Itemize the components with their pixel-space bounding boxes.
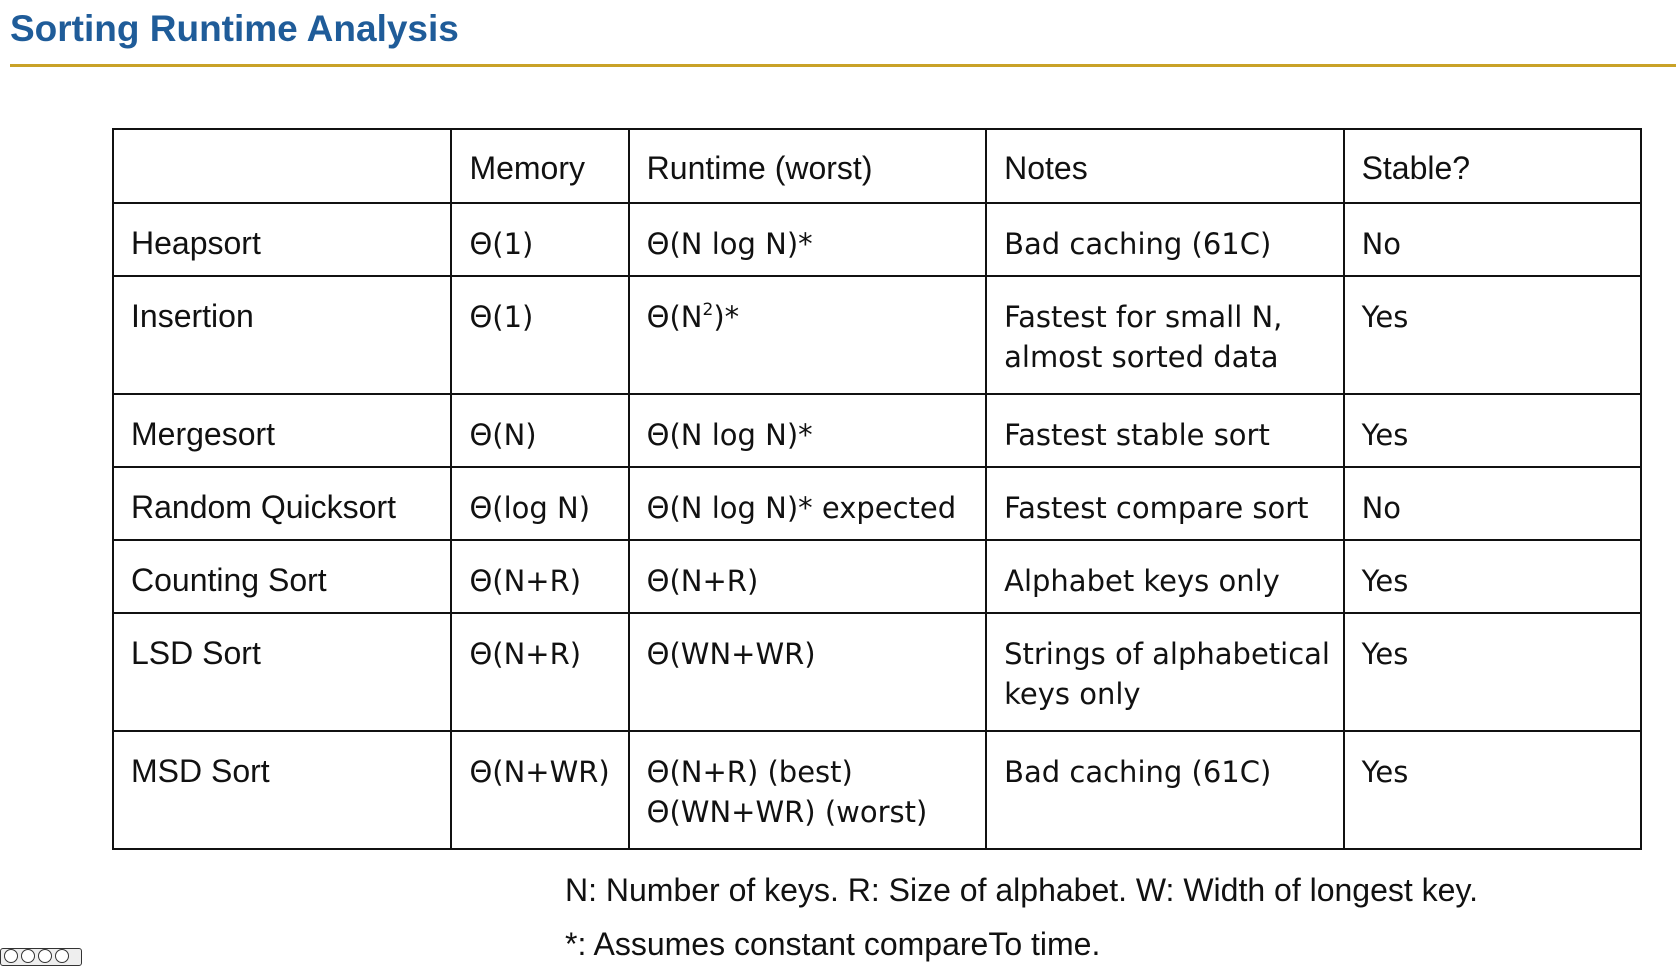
runtime-line: Θ(WN+WR) (worst) xyxy=(646,795,928,829)
notes-cell: Strings of alphabetical keys only xyxy=(985,612,1345,732)
notes-line: almost sorted data xyxy=(1004,340,1279,374)
runtime-cell: Θ(N log N)* expected xyxy=(627,466,988,541)
memory-cell: Θ(N) xyxy=(450,393,630,468)
slide-title: Sorting Runtime Analysis xyxy=(10,8,459,49)
table-row: MSD Sort Θ(N+WR) Θ(N+R) (best) Θ(WN+WR) … xyxy=(111,730,1643,850)
table-header-row: Memory Runtime (worst) Notes Stable? xyxy=(111,128,1643,204)
algorithm-name-cell: Random Quicksort xyxy=(111,466,453,541)
runtime-cell: Θ(N log N)* xyxy=(627,202,988,277)
title-underline xyxy=(10,64,1676,67)
footnote-variables: N: Number of keys. R: Size of alphabet. … xyxy=(565,872,1478,908)
runtime-cell: Θ(N log N)* xyxy=(627,393,988,468)
cc-circle-icon xyxy=(4,949,18,963)
runtime-cell: Θ(N+R) xyxy=(627,539,988,614)
stable-cell: Yes xyxy=(1342,539,1643,614)
algorithm-name-cell: Mergesort xyxy=(111,393,453,468)
algorithm-name-cell: LSD Sort xyxy=(111,612,453,732)
stable-cell: Yes xyxy=(1342,730,1643,850)
memory-cell: Θ(log N) xyxy=(450,466,630,541)
runtime-cell: Θ(N+R) (best) Θ(WN+WR) (worst) xyxy=(627,730,988,850)
stable-cell: Yes xyxy=(1342,393,1643,468)
runtime-cell: Θ(N2)* xyxy=(627,275,988,395)
notes-cell: Alphabet keys only xyxy=(985,539,1345,614)
nc-circle-icon xyxy=(38,949,52,963)
notes-cell: Bad caching (61C) xyxy=(985,202,1345,277)
sorting-runtime-table: Memory Runtime (worst) Notes Stable? Hea… xyxy=(111,128,1643,850)
creative-commons-by-nc-sa-icon xyxy=(0,948,82,966)
runtime-exponent: 2 xyxy=(702,300,714,320)
runtime-line: Θ(N+R) (best) xyxy=(646,755,853,789)
notes-line: Strings of alphabetical xyxy=(1004,637,1330,671)
memory-cell: Θ(N+R) xyxy=(450,539,630,614)
runtime-base-text: Θ(N xyxy=(646,300,703,334)
header-cell-notes: Notes xyxy=(985,128,1345,204)
algorithm-name-cell: Heapsort xyxy=(111,202,453,277)
header-cell-algorithm xyxy=(111,128,453,204)
footnote-assumption: *: Assumes constant compareTo time. xyxy=(565,926,1101,962)
stable-cell: Yes xyxy=(1342,612,1643,732)
table-row: LSD Sort Θ(N+R) Θ(WN+WR) Strings of alph… xyxy=(111,612,1643,732)
notes-cell: Fastest for small N, almost sorted data xyxy=(985,275,1345,395)
stable-cell: No xyxy=(1342,202,1643,277)
runtime-tail-text: )* xyxy=(713,300,740,334)
table-row: Mergesort Θ(N) Θ(N log N)* Fastest stabl… xyxy=(111,393,1643,468)
table-row: Insertion Θ(1) Θ(N2)* Fastest for small … xyxy=(111,275,1643,395)
memory-cell: Θ(1) xyxy=(450,275,630,395)
table-row: Heapsort Θ(1) Θ(N log N)* Bad caching (6… xyxy=(111,202,1643,277)
runtime-cell: Θ(WN+WR) xyxy=(627,612,988,732)
stable-cell: Yes xyxy=(1342,275,1643,395)
memory-cell: Θ(N+R) xyxy=(450,612,630,732)
notes-cell: Fastest compare sort xyxy=(985,466,1345,541)
memory-cell: Θ(1) xyxy=(450,202,630,277)
table-row: Random Quicksort Θ(log N) Θ(N log N)* ex… xyxy=(111,466,1643,541)
header-cell-memory: Memory xyxy=(450,128,630,204)
stable-cell: No xyxy=(1342,466,1643,541)
table-row: Counting Sort Θ(N+R) Θ(N+R) Alphabet key… xyxy=(111,539,1643,614)
notes-cell: Fastest stable sort xyxy=(985,393,1345,468)
header-cell-runtime: Runtime (worst) xyxy=(627,128,988,204)
sa-circle-icon xyxy=(55,949,69,963)
notes-line: keys only xyxy=(1004,677,1141,711)
algorithm-name-cell: MSD Sort xyxy=(111,730,453,850)
algorithm-name-cell: Counting Sort xyxy=(111,539,453,614)
memory-cell: Θ(N+WR) xyxy=(450,730,630,850)
header-cell-stable: Stable? xyxy=(1342,128,1643,204)
notes-line: Fastest for small N, xyxy=(1004,300,1283,334)
by-circle-icon xyxy=(21,949,35,963)
notes-cell: Bad caching (61C) xyxy=(985,730,1345,850)
algorithm-name-cell: Insertion xyxy=(111,275,453,395)
